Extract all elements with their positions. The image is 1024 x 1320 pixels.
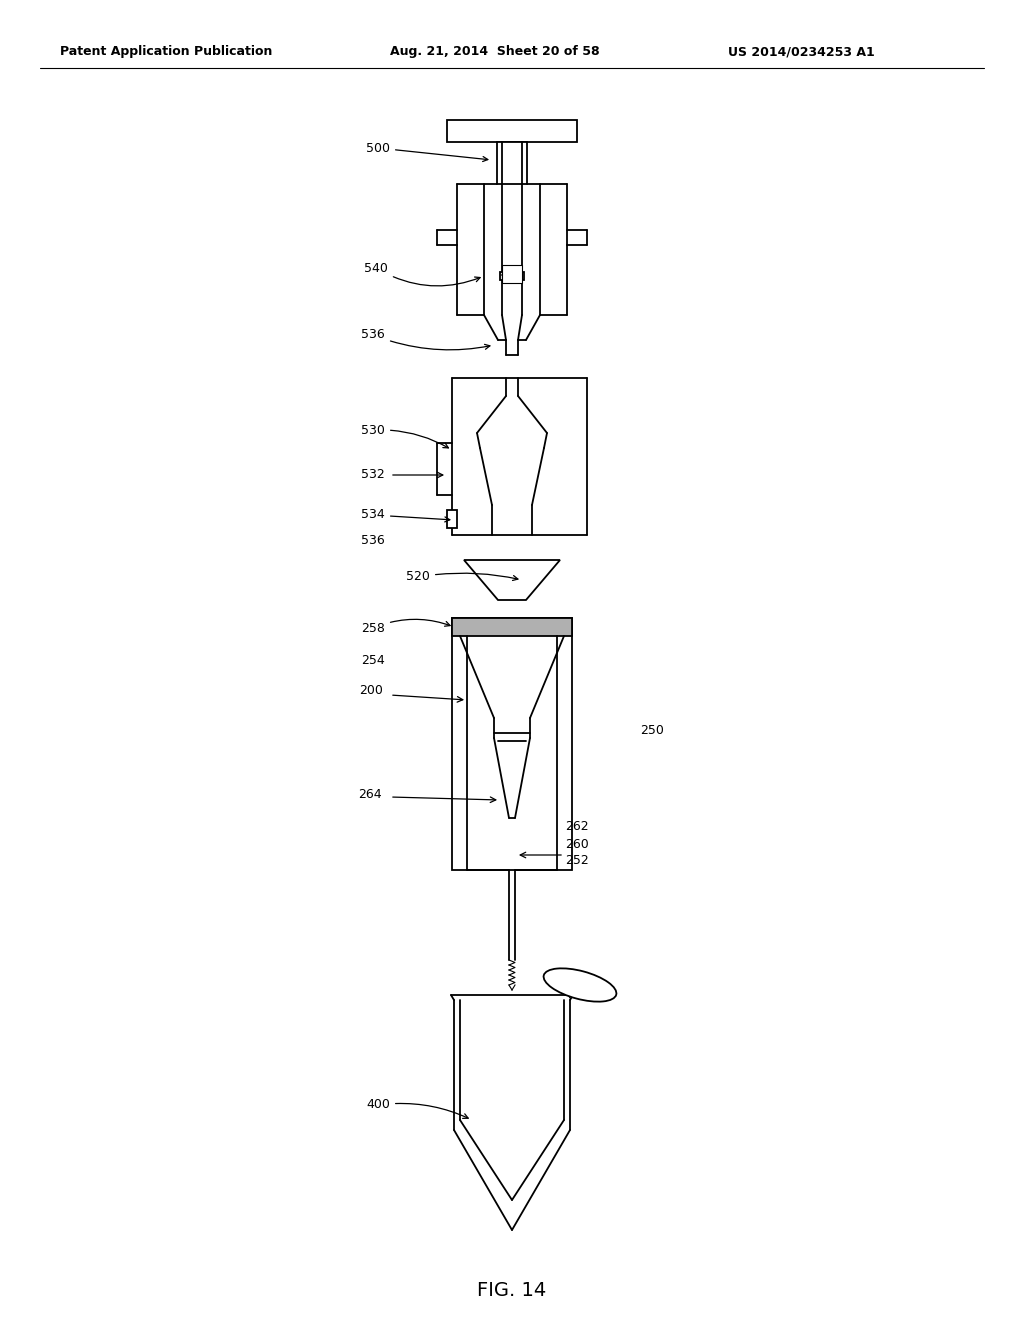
Polygon shape [464,560,560,601]
Text: 520: 520 [407,570,518,583]
Bar [452,618,572,636]
Text: 254: 254 [361,653,385,667]
Text: 400: 400 [367,1098,468,1118]
Bar [497,143,527,183]
Ellipse shape [544,969,616,1002]
Text: Aug. 21, 2014  Sheet 20 of 58: Aug. 21, 2014 Sheet 20 of 58 [390,45,600,58]
Text: 536: 536 [361,329,489,350]
Text: 262: 262 [565,821,589,833]
Bar [447,510,457,528]
Text: 530: 530 [361,424,449,447]
Bar [500,272,524,280]
Text: 200: 200 [359,684,383,697]
Text: 536: 536 [361,533,385,546]
Bar [447,120,577,143]
Text: 532: 532 [361,469,385,482]
Text: 258: 258 [361,619,451,635]
Bar [502,265,522,282]
Text: 500: 500 [366,141,487,161]
Text: 260: 260 [565,837,589,850]
Text: 250: 250 [640,723,664,737]
Text: FIG. 14: FIG. 14 [477,1280,547,1299]
Text: 534: 534 [361,508,450,521]
Text: 540: 540 [365,261,480,286]
Text: 252: 252 [565,854,589,866]
Text: US 2014/0234253 A1: US 2014/0234253 A1 [728,45,874,58]
Bar [452,618,572,870]
Text: Patent Application Publication: Patent Application Publication [60,45,272,58]
Text: 264: 264 [358,788,382,801]
